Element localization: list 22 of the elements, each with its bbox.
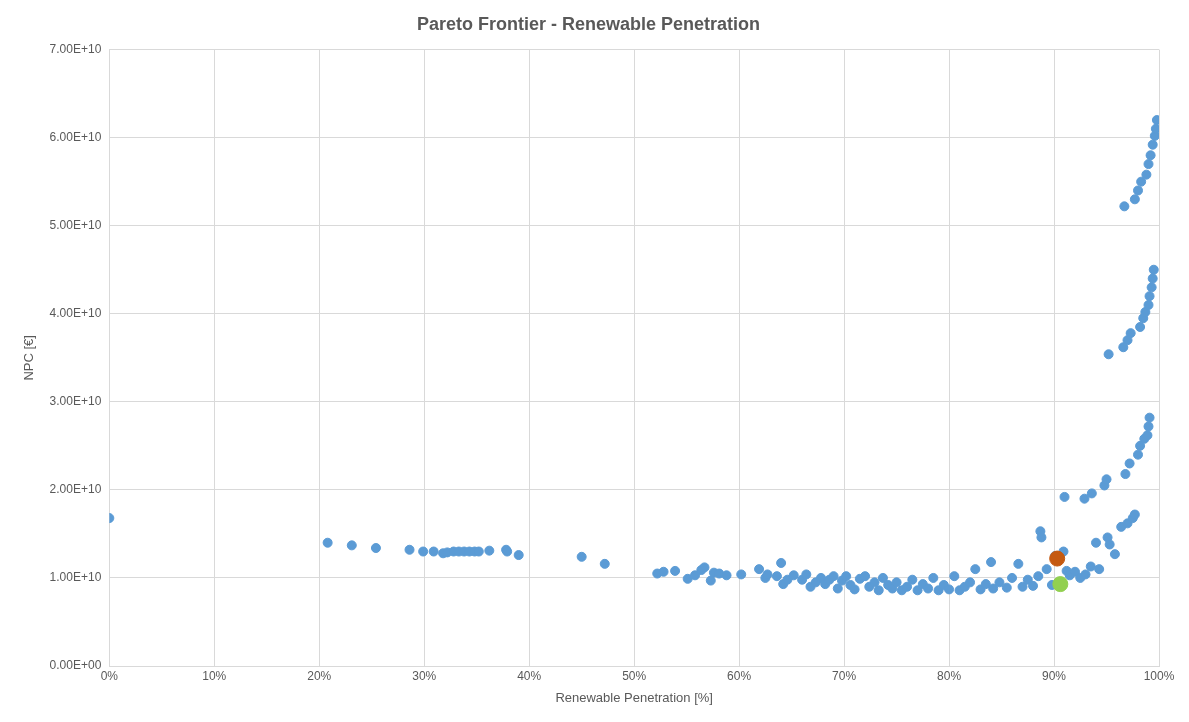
x-tick-label: 90% [1042,668,1067,683]
x-tick-label: 70% [832,668,857,683]
x-tick-label: 0% [100,668,119,683]
x-tick-label: 10% [202,668,227,683]
x-tick-label: 100% [1143,668,1175,683]
y-axis-title: NPC [€] [21,335,37,381]
y-tick-label: 2.00E+10 [49,482,102,497]
x-tick-label: 40% [517,668,542,683]
y-tick-label: 0.00E+00 [49,658,102,673]
x-tick-label: 80% [937,668,962,683]
x-axis-title: Renewable Penetration [%] [555,689,713,705]
chart-title: Pareto Frontier - Renewable Penetration [416,13,761,34]
y-tick-label: 4.00E+10 [49,306,102,321]
x-tick-label: 30% [412,668,437,683]
y-tick-label: 1.00E+10 [49,570,102,585]
y-tick-label: 5.00E+10 [49,218,102,233]
x-tick-label: 60% [727,668,752,683]
y-tick-label: 3.00E+10 [49,394,102,409]
y-tick-label: 7.00E+10 [49,41,102,56]
x-tick-label: 20% [307,668,332,683]
y-tick-label: 6.00E+10 [49,129,102,144]
x-tick-label: 50% [622,668,647,683]
